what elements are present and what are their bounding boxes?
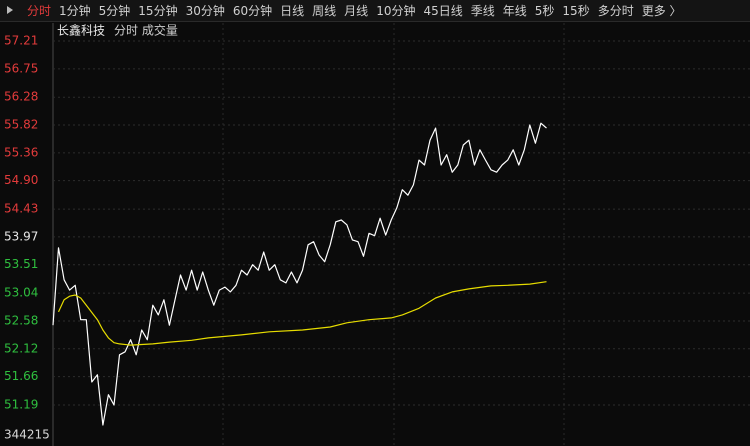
chart-subtitle: 分时 成交量 — [114, 23, 178, 38]
chart-period-tab[interactable]: 10分钟 — [376, 4, 416, 18]
volume-label: 344215 — [4, 428, 50, 442]
chart-period-tab[interactable]: 周线 — [312, 4, 337, 18]
y-tick-label: 51.19 — [4, 398, 38, 412]
chart-period-tab[interactable]: 60分钟 — [232, 4, 273, 18]
y-tick-label: 54.43 — [4, 202, 38, 216]
tab-icon — [7, 6, 13, 14]
chart-period-tab[interactable]: 15分钟 — [138, 4, 178, 18]
y-tick-label: 57.21 — [4, 34, 38, 48]
chart-period-tab[interactable]: 1分钟 — [59, 4, 91, 18]
chart-period-tab[interactable]: 日线 — [280, 4, 305, 18]
y-tick-label: 53.04 — [4, 286, 38, 300]
y-tick-label: 52.12 — [4, 341, 38, 355]
series-line — [57, 281, 547, 346]
chart-period-tab[interactable]: 更多 〉 — [641, 4, 682, 18]
y-tick-label: 53.97 — [4, 229, 38, 243]
chart-period-tab[interactable]: 季线 — [470, 4, 495, 18]
y-tick-label: 56.75 — [4, 61, 38, 75]
chart-period-tab[interactable]: 45日线 — [423, 4, 463, 18]
y-tick-label: 55.36 — [4, 145, 38, 159]
y-tick-label: 53.51 — [4, 257, 38, 271]
chart-period-tab[interactable]: 30分钟 — [185, 4, 225, 18]
y-tick-label: 51.66 — [4, 369, 38, 383]
y-tick-label: 54.90 — [4, 173, 38, 187]
chart-period-tab[interactable]: 15秒 — [562, 4, 590, 18]
tab-bar: 分时 1分钟 5分钟 15分钟 30分钟 60分钟 日线 周线 月线 10分钟 45日线 季线 年线 5秒… — [0, 0, 750, 22]
chart-period-tab[interactable]: 月线 — [344, 4, 369, 18]
chart-period-tab[interactable]: 年线 — [502, 4, 527, 18]
series-line — [52, 122, 547, 426]
chart-period-tab[interactable]: 分时 — [27, 4, 52, 18]
chart-period-tab[interactable]: 5秒 — [534, 4, 555, 18]
stock-name: 长鑫科技 — [57, 23, 105, 38]
chart-period-tab[interactable]: 多分时 — [597, 4, 634, 18]
y-tick-label: 56.28 — [4, 90, 38, 104]
chart: 长鑫科技 分时 成交量 344215 57.21 56.75 56.28 55.82 5… — [0, 23, 750, 446]
y-tick-label: 52.58 — [4, 313, 38, 327]
chart-period-tab[interactable]: 5分钟 — [98, 4, 131, 18]
y-tick-label: 55.82 — [4, 118, 38, 132]
